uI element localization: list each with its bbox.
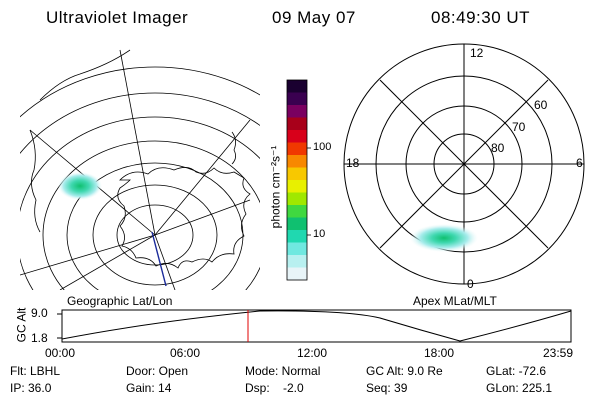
colorbar-band — [287, 192, 307, 206]
timeline-x-tick-0600: 06:00 — [170, 346, 201, 360]
timeline-y-tick-label-1-8: 1.8 — [31, 331, 48, 345]
colorbar-frame — [286, 79, 308, 281]
colorbar — [287, 80, 307, 281]
filter-readout: Flt: LBHL — [10, 364, 61, 378]
mlt-label-0: 0 — [467, 277, 474, 291]
mode-readout: Mode: Normal — [245, 364, 321, 378]
timeline-x-tick-1800: 18:00 — [424, 346, 455, 360]
altitude-curve — [61, 310, 572, 342]
mlt-label-6: 6 — [576, 156, 583, 170]
colorbar-band — [287, 167, 307, 181]
door-readout: Door: Open — [126, 364, 189, 378]
timeline-x-tick-1200: 12:00 — [297, 346, 328, 360]
glon-readout: GLon: 225.1 — [486, 381, 553, 395]
colorbar-band — [287, 142, 307, 156]
mlat-label-70: 70 — [512, 120, 526, 134]
timeline-y-tick-label-9: 9.0 — [31, 306, 48, 320]
colorbar-band — [287, 117, 307, 131]
ip-readout: IP: 36.0 — [10, 381, 52, 395]
geographic-caption: Geographic Lat/Lon — [67, 294, 173, 308]
apex-caption: Apex MLat/MLT — [413, 294, 497, 308]
colorbar-band — [287, 180, 307, 193]
timeline-x-tick-0000: 00:00 — [45, 346, 76, 360]
colorbar-band — [287, 205, 307, 218]
seq-readout: Seq: 39 — [366, 381, 408, 395]
dsp-readout: Dsp: -2.0 — [245, 381, 304, 395]
gc-alt-readout: GC Alt: 9.0 Re — [366, 364, 443, 378]
altitude-timeline-frame — [61, 309, 572, 343]
geographic-map — [20, 49, 260, 290]
timeline-axis-label: GC Alt — [14, 307, 29, 343]
colorbar-band — [287, 230, 307, 243]
mlt-label-18: 18 — [346, 156, 360, 170]
glat-readout: GLat: -72.6 — [486, 364, 547, 378]
colorbar-unit-label: photon cm⁻²s⁻¹ — [268, 145, 283, 229]
colorbar-band — [287, 255, 307, 268]
instrument-title: Ultraviolet Imager — [46, 8, 189, 27]
colorbar-band — [287, 130, 307, 143]
observation-date: 09 May 07 — [272, 8, 356, 27]
colorbar-tick-label-100: 100 — [313, 141, 332, 153]
gain-readout: Gain: 14 — [126, 381, 172, 395]
auroral-emission-right — [410, 224, 478, 252]
colorbar-tick-label-10: 10 — [313, 228, 326, 240]
colorbar-band — [287, 92, 307, 106]
mlat-label-80: 80 — [491, 141, 505, 155]
colorbar-band — [287, 267, 307, 281]
colorbar-band — [287, 155, 307, 168]
colorbar-band — [287, 80, 307, 93]
mlt-label-12: 12 — [470, 46, 484, 60]
colorbar-band — [287, 217, 307, 231]
polar-plot — [343, 43, 585, 285]
timeline-x-tick-2359: 23:59 — [543, 346, 574, 360]
colorbar-band — [287, 242, 307, 256]
observation-time: 08:49:30 UT — [431, 8, 531, 27]
auroral-emission-left — [58, 172, 102, 200]
ground-track-line — [151, 231, 167, 287]
colorbar-band — [287, 105, 307, 118]
mlat-label-60: 60 — [534, 98, 548, 112]
